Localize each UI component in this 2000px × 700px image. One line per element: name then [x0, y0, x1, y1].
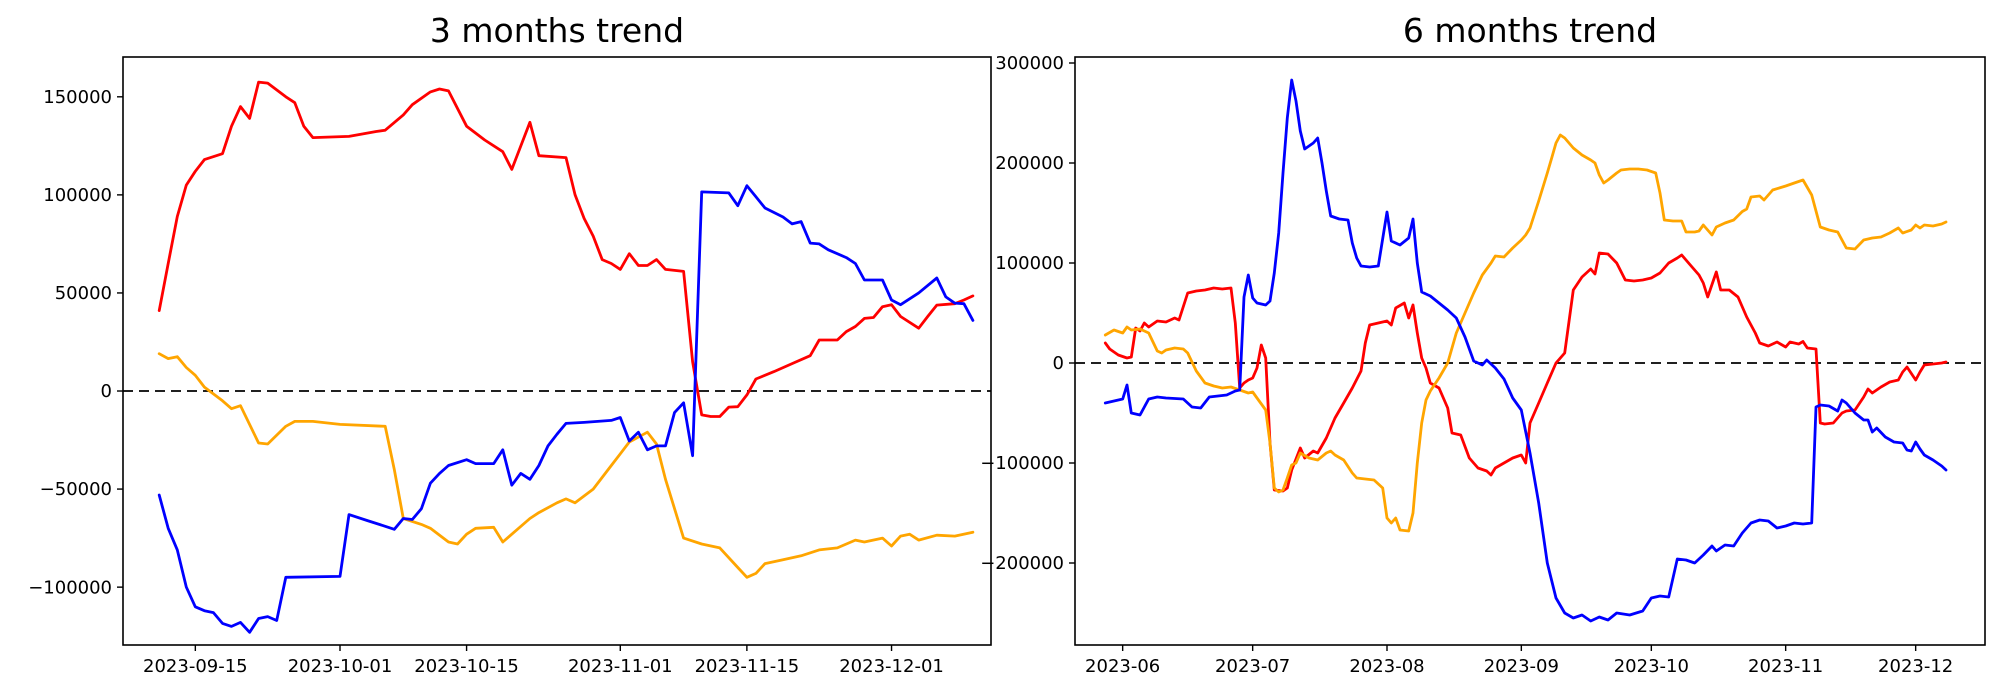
chart-title-3-months: 3 months trend — [430, 11, 684, 50]
y-tick-label: 200000 — [995, 153, 1064, 174]
red-series-line — [1103, 251, 1948, 493]
plot-box-spines — [1074, 56, 1986, 646]
x-tick-label: 2023-11-15 — [695, 656, 800, 677]
y-tick-label: 50000 — [55, 283, 112, 304]
plot-area-6-months: 2023-06 2023-07 2023-08 2023-09 2023-10 2023-… — [980, 53, 1986, 677]
chart-title-6-months: 6 months trend — [1403, 11, 1657, 50]
x-tick-label: 2023-10-15 — [414, 656, 519, 677]
y-tick-label: −200000 — [980, 553, 1064, 574]
y-tick-label: −100000 — [980, 453, 1064, 474]
y-tick-label: 0 — [101, 381, 112, 402]
x-tick-label: 2023-12-01 — [839, 656, 944, 677]
x-tick-label: 2023-11-01 — [568, 656, 673, 677]
plot-area-3-months: 2023-09-15 2023-10-01 2023-10-15 2023-11-01… — [28, 56, 992, 677]
x-tick-label: 2023-12 — [1878, 656, 1953, 677]
blue-series-line — [157, 184, 975, 634]
x-tick-label: 2023-10-01 — [288, 656, 393, 677]
y-tick-label: 100000 — [995, 253, 1064, 274]
plot-box-spines — [122, 56, 992, 646]
red-series-line — [157, 80, 975, 418]
x-tick-label: 2023-07 — [1215, 656, 1290, 677]
x-tick-label: 2023-08 — [1349, 656, 1424, 677]
orange-series-line — [1103, 133, 1948, 533]
chart-3-months-trend: 3 months trend 2023-09-15 2023-10-01 2023-… — [28, 11, 992, 677]
y-tick-label: 150000 — [43, 87, 112, 108]
orange-series-line — [157, 352, 975, 579]
y-tick-label: 0 — [1053, 353, 1064, 374]
y-tick-label: −100000 — [28, 577, 112, 598]
x-tick-label: 2023-11 — [1748, 656, 1823, 677]
x-tick-label: 2023-10 — [1614, 656, 1689, 677]
x-tick-label: 2023-06 — [1085, 656, 1160, 677]
y-tick-label: −50000 — [40, 479, 112, 500]
x-tick-label: 2023-09-15 — [143, 656, 248, 677]
chart-6-months-trend: 6 months trend 2023-06 2023-07 2023-08 2023… — [980, 11, 1986, 677]
y-tick-label: 300000 — [995, 53, 1064, 74]
x-tick-label: 2023-09 — [1484, 656, 1559, 677]
blue-series-line — [1103, 78, 1948, 623]
y-tick-label: 100000 — [43, 185, 112, 206]
